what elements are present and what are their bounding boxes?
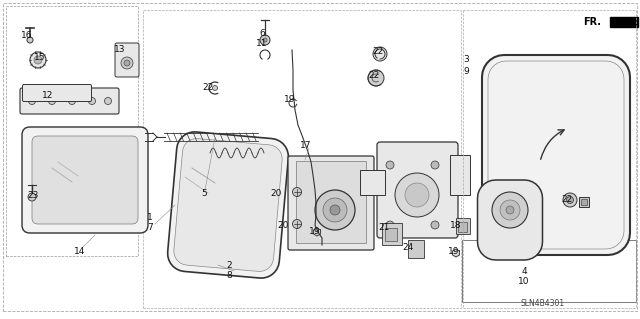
Text: 7: 7 [147, 224, 153, 233]
Text: 6: 6 [259, 28, 265, 38]
Text: 8: 8 [226, 271, 232, 279]
Circle shape [500, 200, 520, 220]
Polygon shape [482, 55, 630, 255]
Circle shape [104, 98, 111, 105]
Circle shape [212, 85, 218, 91]
Text: 22: 22 [369, 71, 380, 80]
Text: 2: 2 [226, 261, 232, 270]
Text: 18: 18 [451, 220, 461, 229]
FancyBboxPatch shape [22, 127, 148, 233]
Circle shape [263, 38, 267, 42]
Text: 19: 19 [309, 226, 321, 235]
Bar [360, 170, 385, 195]
Circle shape [260, 35, 270, 45]
Text: 16: 16 [21, 32, 33, 41]
FancyBboxPatch shape [377, 142, 458, 238]
Circle shape [28, 193, 36, 201]
Text: 19: 19 [284, 95, 296, 105]
FancyBboxPatch shape [288, 156, 374, 250]
Circle shape [386, 221, 394, 229]
Circle shape [330, 205, 340, 215]
Text: 22: 22 [202, 84, 214, 93]
Circle shape [492, 192, 528, 228]
Bar [296, 161, 366, 243]
Polygon shape [610, 17, 638, 27]
Circle shape [29, 98, 35, 105]
Circle shape [405, 183, 429, 207]
Bar [581, 199, 587, 205]
Text: 22: 22 [561, 196, 573, 204]
Text: 21: 21 [378, 224, 390, 233]
Text: FR.: FR. [583, 17, 601, 27]
Circle shape [431, 161, 439, 169]
Circle shape [386, 161, 394, 169]
Bar [143, 10, 461, 308]
Circle shape [88, 98, 95, 105]
Polygon shape [488, 61, 624, 249]
Circle shape [563, 193, 577, 207]
Text: 4: 4 [521, 266, 527, 276]
Circle shape [373, 47, 387, 61]
Bar [462, 240, 636, 302]
Text: 9: 9 [463, 66, 469, 76]
Text: 14: 14 [74, 248, 86, 256]
Text: 5: 5 [201, 189, 207, 197]
Bar [382, 223, 402, 245]
Polygon shape [477, 180, 543, 260]
Circle shape [323, 198, 347, 222]
FancyBboxPatch shape [115, 43, 139, 77]
Text: 24: 24 [403, 243, 413, 253]
Text: 20: 20 [270, 189, 282, 197]
Circle shape [292, 219, 301, 228]
Text: 1: 1 [147, 212, 153, 221]
Circle shape [431, 221, 439, 229]
Circle shape [395, 173, 439, 217]
Bar [408, 240, 424, 258]
Text: 19: 19 [448, 248, 460, 256]
Bar [579, 197, 589, 207]
Circle shape [315, 190, 355, 230]
Circle shape [506, 206, 514, 214]
Polygon shape [174, 138, 282, 271]
Circle shape [49, 98, 56, 105]
Text: 3: 3 [463, 56, 469, 64]
Text: 13: 13 [115, 46, 125, 55]
Bar [458, 222, 467, 232]
Circle shape [124, 60, 130, 66]
Text: 10: 10 [518, 277, 530, 286]
Text: 20: 20 [277, 221, 289, 231]
FancyBboxPatch shape [32, 136, 138, 224]
Circle shape [368, 70, 384, 86]
Circle shape [292, 188, 301, 197]
Circle shape [566, 197, 573, 204]
Text: SLN4B4301: SLN4B4301 [521, 300, 565, 308]
Bar [6, 6, 138, 256]
Circle shape [34, 56, 42, 64]
Polygon shape [168, 132, 288, 278]
FancyBboxPatch shape [20, 88, 119, 114]
Text: 15: 15 [35, 53, 45, 62]
Circle shape [121, 57, 133, 69]
Circle shape [27, 37, 33, 43]
Text: 12: 12 [42, 92, 54, 100]
Circle shape [68, 98, 76, 105]
Polygon shape [452, 249, 460, 257]
Polygon shape [314, 228, 321, 236]
Bar [385, 228, 397, 241]
Bar [450, 155, 470, 195]
Text: 17: 17 [300, 142, 312, 151]
Bar [456, 218, 470, 234]
Text: 11: 11 [256, 40, 268, 48]
Text: 22: 22 [372, 48, 383, 56]
Text: 23: 23 [28, 191, 38, 201]
Circle shape [30, 52, 46, 68]
FancyBboxPatch shape [22, 85, 92, 101]
